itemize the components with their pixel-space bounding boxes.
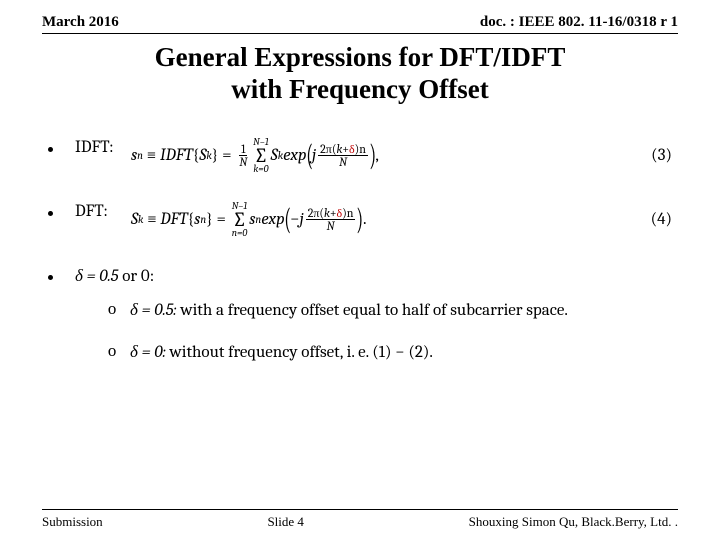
footer-left: Submission — [42, 514, 103, 530]
bullet-icon — [48, 147, 53, 152]
dft-eq-number: (4) — [651, 210, 672, 229]
bullet-icon — [48, 275, 53, 280]
delta-zero-label: δ = 0: — [130, 343, 166, 362]
delta-cases-bullet: δ = 0.5 or 0: — [48, 266, 672, 286]
delta-half-item: o δ = 0.5: with a frequency offset equal… — [108, 300, 672, 320]
delta-cases-text: δ = 0.5 or 0: — [75, 266, 154, 286]
dft-equation: Sk ≡ DFT{sn} = N−1∑n=0 sn exp ( −j 2π(k+… — [131, 202, 672, 238]
footer-right: Shouxing Simon Qu, Black.Berry, Ltd. . — [469, 514, 678, 530]
header-divider — [42, 33, 678, 34]
bullet-icon — [48, 211, 53, 216]
delta-half-text: with a frequency offset equal to half of… — [177, 301, 568, 320]
title-line1: General Expressions for DFT/IDFT — [0, 42, 720, 74]
footer: Submission Slide 4 Shouxing Simon Qu, Bl… — [42, 514, 678, 530]
idft-label: IDFT: — [75, 138, 131, 157]
delta-half-label: δ = 0.5: — [130, 301, 177, 320]
dft-label: DFT: — [75, 202, 131, 221]
delta-zero-item: o δ = 0: without frequency offset, i. e.… — [108, 342, 672, 362]
header-doc: doc. : IEEE 802. 11-16/0318 r 1 — [480, 14, 678, 31]
idft-equation: sn ≡ IDFT{Sk} = 1N N−1∑k=0 Sk exp ( j 2π… — [131, 138, 672, 174]
sublist-marker: o — [108, 342, 130, 362]
sublist-marker: o — [108, 300, 130, 320]
title-line2: with Frequency Offset — [0, 74, 720, 106]
delta-sublist: o δ = 0.5: with a frequency offset equal… — [108, 300, 672, 362]
idft-eq-number: (3) — [651, 146, 672, 165]
footer-center: Slide 4 — [267, 514, 303, 530]
delta-zero-text: without frequency offset, i. e. (1) − (2… — [166, 343, 433, 362]
footer-divider — [42, 509, 678, 510]
content-area: IDFT: sn ≡ IDFT{Sk} = 1N N−1∑k=0 Sk exp … — [0, 106, 720, 362]
header-date: March 2016 — [42, 14, 119, 31]
idft-bullet: IDFT: sn ≡ IDFT{Sk} = 1N N−1∑k=0 Sk exp … — [48, 138, 672, 174]
dft-bullet: DFT: Sk ≡ DFT{sn} = N−1∑n=0 sn exp ( −j … — [48, 202, 672, 238]
slide-title: General Expressions for DFT/IDFT with Fr… — [0, 42, 720, 106]
